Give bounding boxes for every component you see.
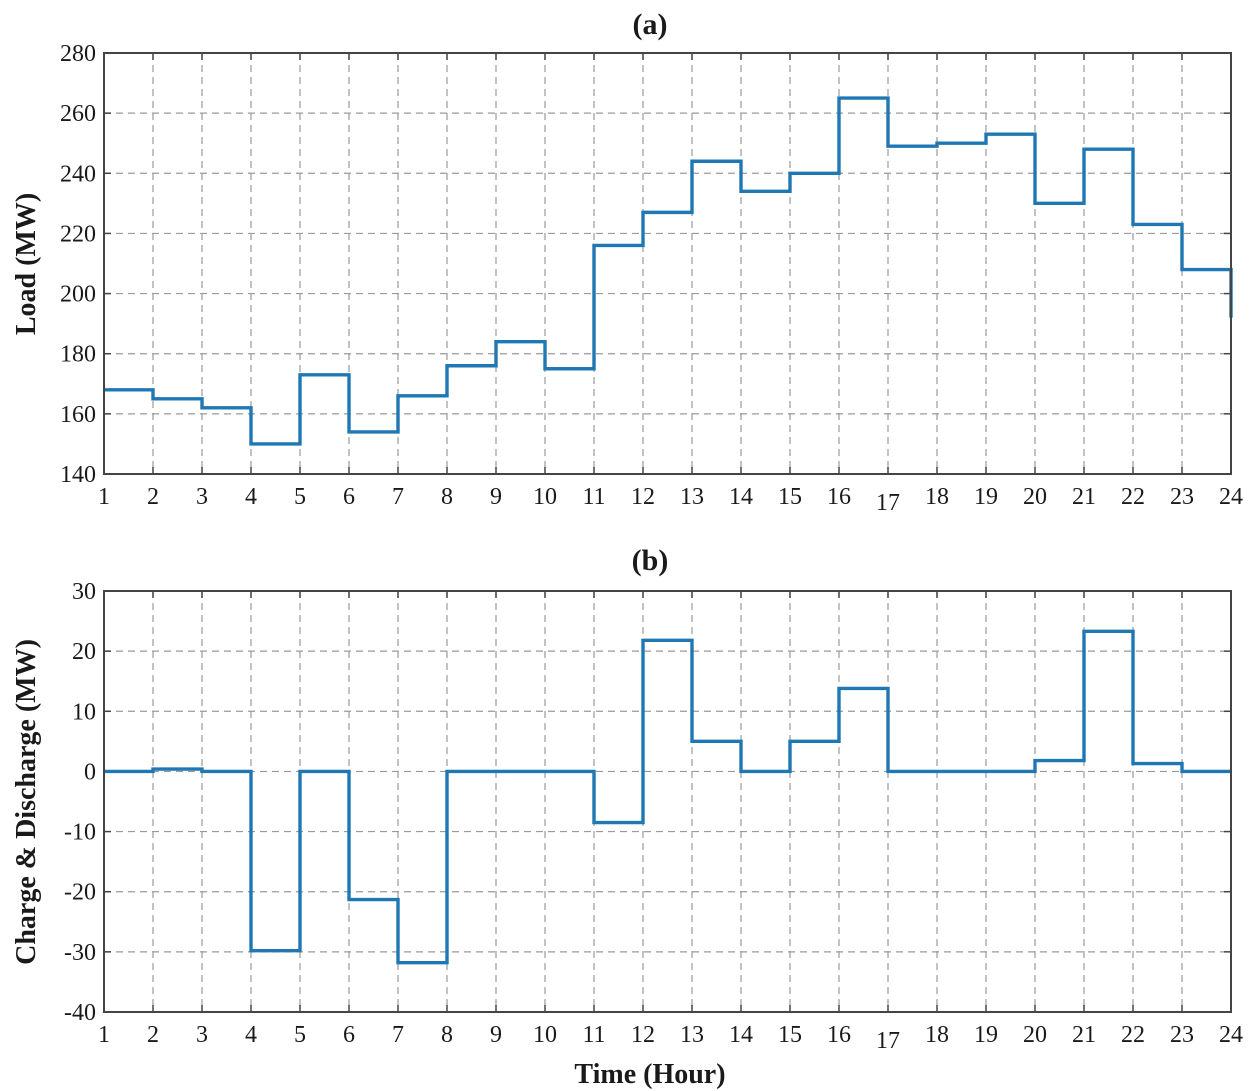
chart-b-xtick-label: 21 xyxy=(1072,1022,1096,1048)
chart-b-xtick-label: 11 xyxy=(582,1022,605,1048)
chart-b-xtick-label: 4 xyxy=(245,1022,257,1048)
chart-b-xtick-label: 20 xyxy=(1023,1022,1047,1048)
chart-a-xtick-label: 10 xyxy=(533,484,557,510)
chart-a-xtick-label: 14 xyxy=(729,484,753,510)
chart-b-xtick-label: 1 xyxy=(98,1022,110,1048)
chart-a-xtick-label: 24 xyxy=(1219,484,1243,510)
chart-a-ytick-label: 260 xyxy=(60,101,96,127)
chart-a-ytick-label: 180 xyxy=(60,342,96,368)
chart-a-xtick-label: 11 xyxy=(582,484,605,510)
chart-a-xtick-label: 19 xyxy=(974,484,998,510)
chart-b-ytick-label: -30 xyxy=(64,940,96,966)
chart-a-xtick-label: 3 xyxy=(196,484,208,510)
chart-b-xtick-label: 16 xyxy=(827,1022,851,1048)
chart-a-xtick-label: 9 xyxy=(490,484,502,510)
chart-a-xtick-label: 5 xyxy=(294,484,306,510)
chart-b-xtick-label: 10 xyxy=(533,1022,557,1048)
chart-b-xlabel: Time (Hour) xyxy=(574,1059,725,1090)
chart-a-ylabel: Load (MW) xyxy=(11,193,42,335)
chart-b-ytick-label: 0 xyxy=(84,759,96,785)
chart-b-ylabel: Charge & Discharge (MW) xyxy=(11,639,42,965)
chart-b-xtick-label: 2 xyxy=(147,1022,159,1048)
chart-b-ytick-label: -10 xyxy=(64,820,96,846)
chart-b-ticks: 1 2 3 4 5 6 7 8 9 10 11 12 13 14 15 16 17 18 19 20 21 22 23 24-… xyxy=(64,579,1243,1054)
chart-b-ytick-label: 20 xyxy=(72,639,96,665)
chart-b: (b) Charge & Discharge (MW) Time (Hour) … xyxy=(11,544,1243,1090)
chart-a-ytick-label: 200 xyxy=(60,282,96,308)
chart-a-xtick-label: 7 xyxy=(392,484,404,510)
chart-b-xtick-label: 5 xyxy=(294,1022,306,1048)
chart-a-ytick-label: 240 xyxy=(60,161,96,187)
chart-b-frame xyxy=(103,590,1232,1013)
chart-b-ytick-label: -40 xyxy=(64,1000,96,1026)
chart-b-xtick-label: 9 xyxy=(490,1022,502,1048)
chart-a-xtick-label: 23 xyxy=(1170,484,1194,510)
chart-a-xtick-label: 18 xyxy=(925,484,949,510)
chart-b-grid xyxy=(104,591,1231,1012)
chart-b-xtick-label: 17 xyxy=(876,1028,900,1054)
chart-b-xtick-label: 12 xyxy=(631,1022,655,1048)
chart-a-xtick-label: 2 xyxy=(147,484,159,510)
chart-a: (a) Load (MW) 1 2 3 4 5 6 7 8 9 10 11 12 13 14 15 16 17 1… xyxy=(11,8,1243,516)
chart-b-xtick-label: 8 xyxy=(441,1022,453,1048)
chart-b-title: (b) xyxy=(632,544,669,577)
chart-a-xtick-label: 21 xyxy=(1072,484,1096,510)
chart-b-xtick-label: 7 xyxy=(392,1022,404,1048)
chart-b-series xyxy=(103,629,1232,965)
chart-a-frame xyxy=(103,52,1232,475)
chart-a-xtick-label: 22 xyxy=(1121,484,1145,510)
chart-b-xtick-label: 19 xyxy=(974,1022,998,1048)
chart-a-xtick-label: 20 xyxy=(1023,484,1047,510)
chart-b-xtick-label: 23 xyxy=(1170,1022,1194,1048)
chart-b-ytick-label: 30 xyxy=(72,579,96,605)
chart-a-ytick-label: 160 xyxy=(60,402,96,428)
chart-b-xtick-label: 13 xyxy=(680,1022,704,1048)
chart-a-ytick-label: 280 xyxy=(60,41,96,67)
chart-b-xtick-label: 6 xyxy=(343,1022,355,1048)
chart-b-xtick-label: 22 xyxy=(1121,1022,1145,1048)
chart-a-series xyxy=(103,96,1233,446)
chart-a-xtick-label: 17 xyxy=(876,490,900,516)
chart-a-xtick-label: 12 xyxy=(631,484,655,510)
chart-a-xtick-label: 4 xyxy=(245,484,257,510)
chart-a-xtick-label: 1 xyxy=(98,484,110,510)
chart-b-xtick-label: 24 xyxy=(1219,1022,1243,1048)
chart-b-ytick-label: -20 xyxy=(64,880,96,906)
chart-a-xtick-label: 8 xyxy=(441,484,453,510)
chart-a-xtick-label: 6 xyxy=(343,484,355,510)
chart-a-xtick-label: 16 xyxy=(827,484,851,510)
chart-a-xtick-label: 15 xyxy=(778,484,802,510)
chart-a-ticks: 1 2 3 4 5 6 7 8 9 10 11 12 13 14 15 16 17 18 19 20 21 22 23 241… xyxy=(60,41,1243,516)
chart-b-ytick-label: 10 xyxy=(72,699,96,725)
chart-b-xtick-label: 3 xyxy=(196,1022,208,1048)
chart-b-xtick-label: 18 xyxy=(925,1022,949,1048)
chart-a-ytick-label: 140 xyxy=(60,462,96,488)
chart-b-xtick-label: 15 xyxy=(778,1022,802,1048)
chart-a-ytick-label: 220 xyxy=(60,221,96,247)
chart-a-grid xyxy=(104,53,1231,474)
chart-b-xtick-label: 14 xyxy=(729,1022,753,1048)
chart-b-series-line xyxy=(104,629,1231,965)
chart-a-xtick-label: 13 xyxy=(680,484,704,510)
chart-a-title: (a) xyxy=(633,8,668,41)
chart-a-series-line xyxy=(104,96,1233,446)
